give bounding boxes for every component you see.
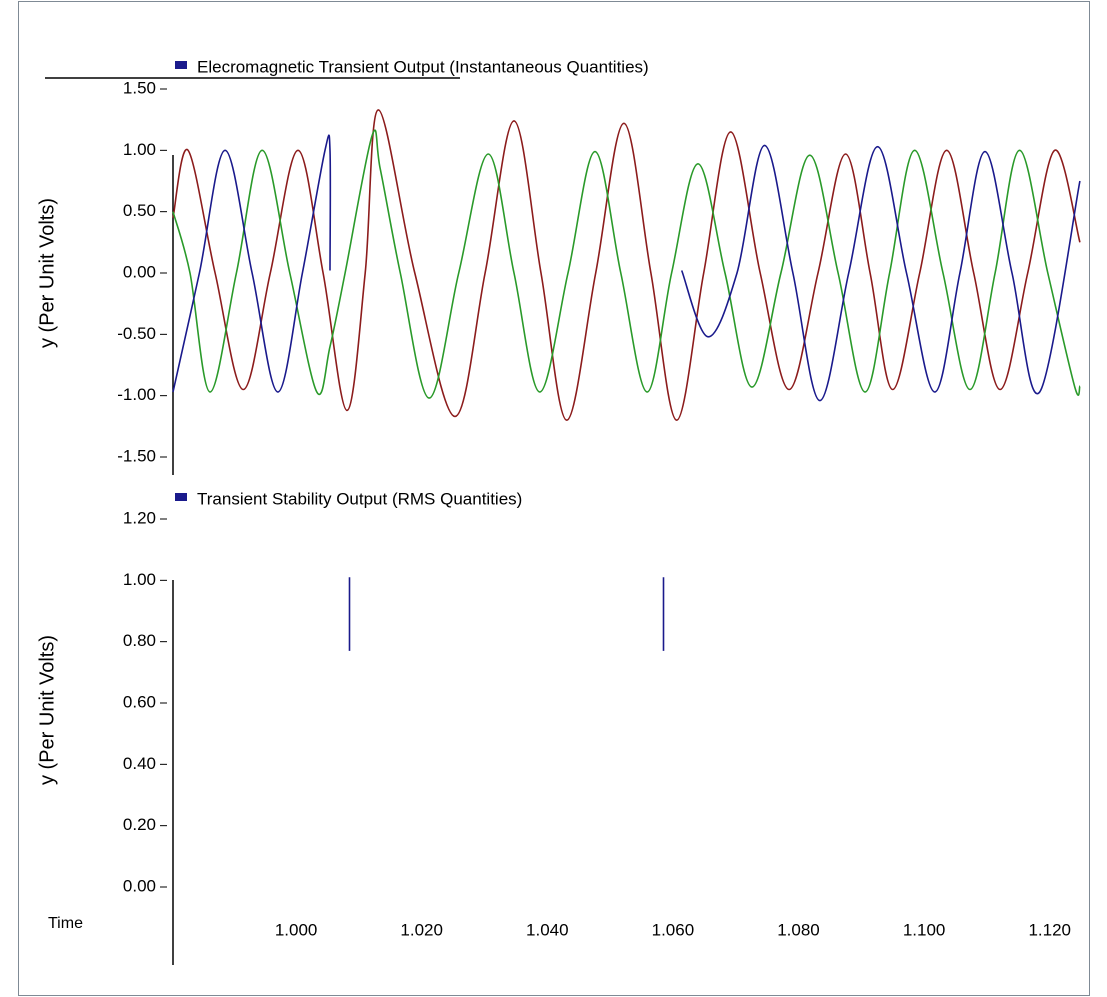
y-tick-label: -0.50 bbox=[117, 324, 156, 343]
y-tick-label: 0.80 bbox=[123, 631, 156, 650]
legend-swatch bbox=[175, 61, 187, 69]
x-axis-label: Time bbox=[48, 915, 83, 932]
y-tick-label: 1.20 bbox=[123, 508, 156, 527]
y-tick-label: 0.40 bbox=[123, 754, 156, 773]
x-tick-label: 1.020 bbox=[400, 920, 443, 939]
y-tick-label: 0.50 bbox=[123, 201, 156, 220]
y-tick-label: 0.60 bbox=[123, 692, 156, 711]
chart-title: Elecromagnetic Transient Output (Instant… bbox=[197, 57, 649, 76]
y-axis-label: y (Per Unit Volts) bbox=[36, 635, 58, 785]
series-line bbox=[172, 129, 1081, 399]
y-tick-label: 0.20 bbox=[123, 815, 156, 834]
y-tick-label: -1.00 bbox=[117, 385, 156, 404]
series-line bbox=[348, 577, 665, 651]
legend-swatch bbox=[175, 493, 187, 501]
y-tick-label: 1.00 bbox=[123, 140, 156, 159]
y-tick-label: 1.00 bbox=[123, 570, 156, 589]
y-tick-label: 1.50 bbox=[123, 78, 156, 97]
y-axis-label: y (Per Unit Volts) bbox=[36, 198, 58, 348]
chart-title: Transient Stability Output (RMS Quantiti… bbox=[197, 489, 522, 508]
y-tick-label: 0.00 bbox=[123, 262, 156, 281]
x-tick-label: 1.060 bbox=[652, 920, 695, 939]
x-tick-label: 1.080 bbox=[777, 920, 820, 939]
x-tick-label: 1.040 bbox=[526, 920, 569, 939]
y-tick-label: -1.50 bbox=[117, 446, 156, 465]
frame bbox=[18, 1, 1090, 996]
x-tick-label: 1.100 bbox=[903, 920, 946, 939]
series-line bbox=[172, 134, 1081, 402]
series-line bbox=[172, 109, 1081, 422]
y-tick-label: 0.00 bbox=[123, 876, 156, 895]
x-tick-label: 1.120 bbox=[1028, 920, 1071, 939]
x-tick-label: 1.000 bbox=[275, 920, 318, 939]
